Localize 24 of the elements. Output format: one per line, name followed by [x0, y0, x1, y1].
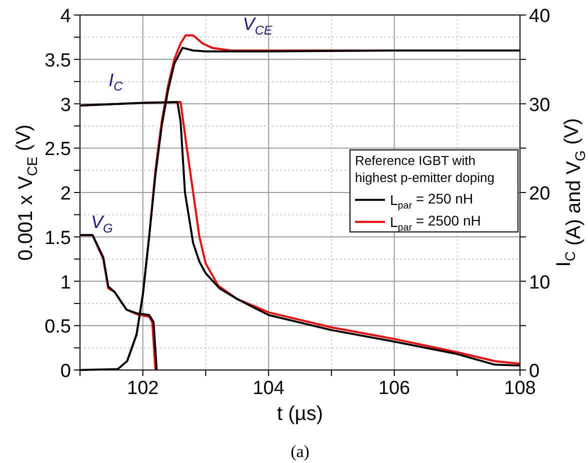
y-tick-label: 4: [60, 6, 72, 27]
x-tick-label: 102: [127, 378, 159, 399]
x-axis-title: t (µs): [277, 403, 323, 425]
y2-tick-label: 10: [529, 272, 550, 294]
legend-label: L$_{par}$ = 2500 nH: [390, 212, 481, 234]
y2-tick-label: 40: [529, 6, 550, 27]
y-tick-label: 0: [60, 361, 71, 382]
x-tick-label: 106: [378, 378, 410, 399]
annotation: V$_{CE}$: [242, 14, 273, 38]
annotation: I$_{C}$: [108, 70, 124, 94]
y-tick-label: 2: [60, 184, 71, 204]
legend-label: L$_{par}$ = 250 nH: [390, 190, 474, 212]
y2-tick-label: 20: [529, 184, 550, 204]
text: (a): [290, 442, 310, 461]
y2-tick-label: 30: [529, 94, 550, 116]
annotation: V$_{G}$: [91, 212, 114, 236]
legend-title: Reference IGBT with highest p-emitter doping: [355, 152, 494, 185]
x-tick-label: 104: [252, 378, 285, 399]
y-tick-label: 3.5: [44, 50, 71, 72]
y-tick-label: 3: [60, 94, 71, 116]
y-tick-label: 1.5: [44, 228, 71, 249]
y-tick-label: 1: [60, 272, 71, 294]
y-tick-label: 0.5: [44, 316, 71, 338]
y-tick-label: 2.5: [44, 139, 71, 160]
